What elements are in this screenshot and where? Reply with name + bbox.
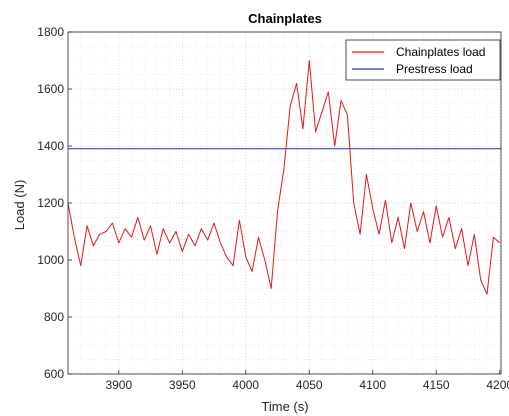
- chart-title: Chainplates: [248, 11, 322, 26]
- legend-label-prestress-load: Prestress load: [396, 62, 473, 76]
- x-tick-label: 4200: [486, 378, 509, 392]
- legend: Chainplates load Prestress load: [345, 39, 501, 81]
- legend-label-chainplates-load: Chainplates load: [396, 45, 485, 59]
- y-tick-label: 1000: [37, 253, 64, 267]
- x-tick-label: 4050: [296, 378, 323, 392]
- x-tick-label: 3900: [105, 378, 132, 392]
- x-axis-ticks: 3900 3950 4000 4050 4100 4150 4200: [105, 370, 509, 392]
- y-tick-label: 1200: [37, 196, 64, 210]
- legend-box: [345, 39, 501, 81]
- y-tick-label: 1400: [37, 139, 64, 153]
- x-tick-label: 4150: [423, 378, 450, 392]
- x-tick-label: 4000: [232, 378, 259, 392]
- y-tick-label: 1800: [37, 25, 64, 39]
- y-axis-label: Load (N): [12, 180, 27, 231]
- x-tick-label: 4100: [359, 378, 386, 392]
- x-tick-label: 3950: [169, 378, 196, 392]
- y-tick-label: 600: [44, 367, 64, 381]
- y-axis-ticks: 600 800 1000 1200 1400 1600 1800: [37, 25, 72, 381]
- y-tick-label: 800: [44, 310, 64, 324]
- y-tick-label: 1600: [37, 82, 64, 96]
- series-line-chainplates-load: [67, 60, 501, 295]
- x-axis-label: Time (s): [261, 399, 308, 414]
- series-layer: [67, 60, 501, 295]
